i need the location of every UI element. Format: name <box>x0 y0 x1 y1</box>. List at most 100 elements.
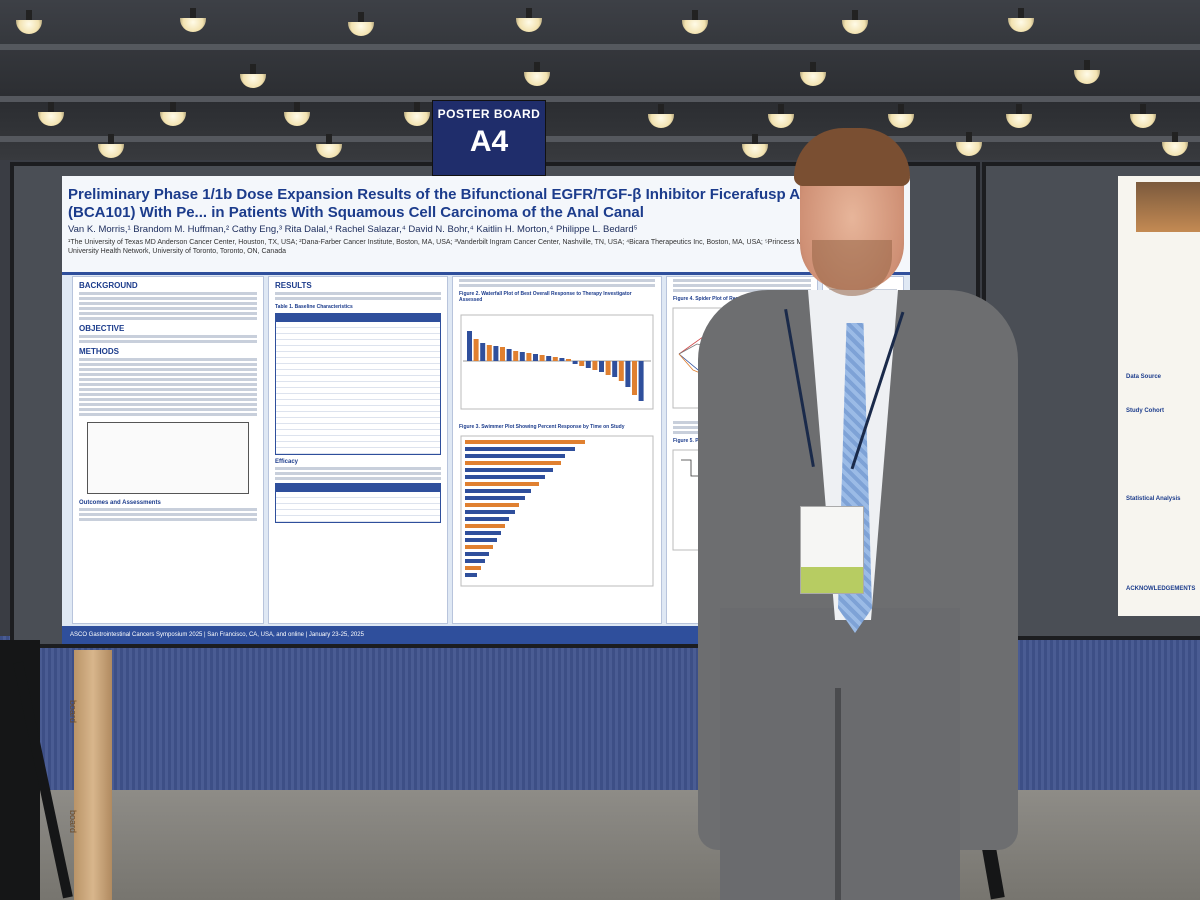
swimmer-bar <box>465 531 501 535</box>
swimmer-bar <box>465 461 561 465</box>
ceiling-light <box>348 12 374 36</box>
swimmer-bar <box>465 468 553 472</box>
ceiling-truss <box>0 44 1200 50</box>
waterfall-bar <box>618 361 624 381</box>
ceiling-light <box>404 102 430 126</box>
trouser-leg-gap <box>835 688 841 900</box>
ceiling-light <box>284 102 310 126</box>
section-heading: METHODS <box>79 347 119 356</box>
ceiling-light <box>888 104 914 128</box>
waterfall-bar <box>500 347 505 361</box>
swimmer-bar <box>465 566 481 570</box>
figure-caption: Figure 2. Waterfall Plot of Best Overall… <box>459 291 632 303</box>
waterfall-bar <box>519 352 525 361</box>
poster-header: Preliminary Phase 1/1b Dose Expansion Re… <box>62 176 910 275</box>
waterfall-bar <box>585 361 591 368</box>
swimmer-bar <box>465 475 545 479</box>
ceiling-light <box>768 104 794 128</box>
swimmer-bar <box>465 545 493 549</box>
figure-caption: Figure 3. Swimmer Plot Showing Percent R… <box>459 424 625 430</box>
poster-column-2: RESULTS Table 1. Baseline Characteristic… <box>268 276 448 624</box>
section-heading: ACKNOWLEDGEMENTS <box>1126 586 1196 592</box>
waterfall-bar <box>612 361 618 377</box>
waterfall-bar <box>539 355 545 361</box>
ceiling-light <box>742 134 768 158</box>
swimmer-bar <box>465 559 485 563</box>
waterfall-bar <box>513 351 519 361</box>
swimmer-bar <box>465 552 489 556</box>
waterfall-plot <box>460 314 654 410</box>
waterfall-bar <box>625 361 631 387</box>
waterfall-bar <box>572 361 578 364</box>
waterfall-bar <box>566 359 571 361</box>
presenter <box>690 128 1030 900</box>
beard <box>812 240 892 296</box>
waterfall-bar <box>638 361 644 401</box>
table-caption: Table 1. Baseline Characteristics <box>275 304 353 310</box>
ceiling-light <box>1006 104 1032 128</box>
swimmer-bar <box>465 482 539 486</box>
waterfall-bar <box>493 346 499 361</box>
poster-tube: board board <box>68 650 112 900</box>
ceiling-light <box>648 104 674 128</box>
swimmer-bar <box>465 524 505 528</box>
waterfall-bar <box>632 361 637 395</box>
sign-number: A4 <box>469 125 509 158</box>
ceiling-light <box>1074 60 1100 84</box>
building-photo <box>1136 182 1200 232</box>
ceiling-truss <box>0 136 1200 142</box>
poster-board-sign: POSTER BOARD A4 <box>432 100 546 176</box>
ceiling-light <box>98 134 124 158</box>
waterfall-bar <box>467 331 472 361</box>
swimmer-bar <box>465 503 519 507</box>
ceiling-light <box>956 132 982 156</box>
waterfall-bar <box>486 345 492 361</box>
ceiling-light <box>240 64 266 88</box>
ceiling-light <box>842 10 868 34</box>
ceiling <box>0 0 1200 170</box>
waterfall-bar <box>552 357 558 361</box>
baseline-table <box>275 313 441 455</box>
poster-column-1: BACKGROUND OBJECTIVE METHODS Outcomes an… <box>72 276 264 624</box>
ceiling-light <box>516 8 542 32</box>
tube-print: board <box>68 810 78 834</box>
ceiling-light <box>524 62 550 86</box>
waterfall-bar <box>559 358 565 361</box>
waterfall-bar <box>599 361 604 372</box>
ceiling-light <box>800 62 826 86</box>
swimmer-bar <box>465 517 509 521</box>
tube-print: board <box>68 700 78 724</box>
swimmer-bar <box>465 440 585 444</box>
swimmer-bar <box>465 489 531 493</box>
ceiling-light <box>16 10 42 34</box>
waterfall-bar <box>506 349 512 361</box>
waterfall-bar <box>480 343 486 361</box>
ceiling-truss <box>0 96 1200 102</box>
poster-authors: Van K. Morris,¹ Brandom M. Huffman,² Cat… <box>68 224 638 235</box>
waterfall-bar <box>579 361 585 366</box>
poster-affiliations: ¹The University of Texas MD Anderson Can… <box>68 239 874 255</box>
sign-label: POSTER BOARD <box>437 107 541 121</box>
swimmer-bar <box>465 496 525 500</box>
section-heading: BACKGROUND <box>79 281 138 290</box>
adjacent-poster: Data Source Study Cohort Statistical Ana… <box>1118 176 1200 616</box>
poster-title: Preliminary Phase 1/1b Dose Expansion Re… <box>68 186 818 221</box>
ceiling-light <box>180 8 206 32</box>
ceiling-light <box>1008 8 1034 32</box>
ceiling-light <box>316 134 342 158</box>
waterfall-bar <box>546 356 552 361</box>
ceiling-light <box>682 10 708 34</box>
response-table <box>275 483 441 523</box>
ceiling-light <box>38 102 64 126</box>
waterfall-bar <box>473 339 479 361</box>
waterfall-bar <box>605 361 611 375</box>
section-heading: Statistical Analysis <box>1126 496 1181 502</box>
section-heading: Outcomes and Assessments <box>79 500 161 506</box>
patient-disposition-flowchart <box>87 422 249 494</box>
section-heading: Efficacy <box>275 459 299 465</box>
waterfall-bar <box>526 353 532 361</box>
name-badge <box>800 506 864 594</box>
section-heading: Data Source <box>1126 374 1162 380</box>
swimmer-bar <box>465 538 497 542</box>
swimmer-bar <box>465 573 477 577</box>
